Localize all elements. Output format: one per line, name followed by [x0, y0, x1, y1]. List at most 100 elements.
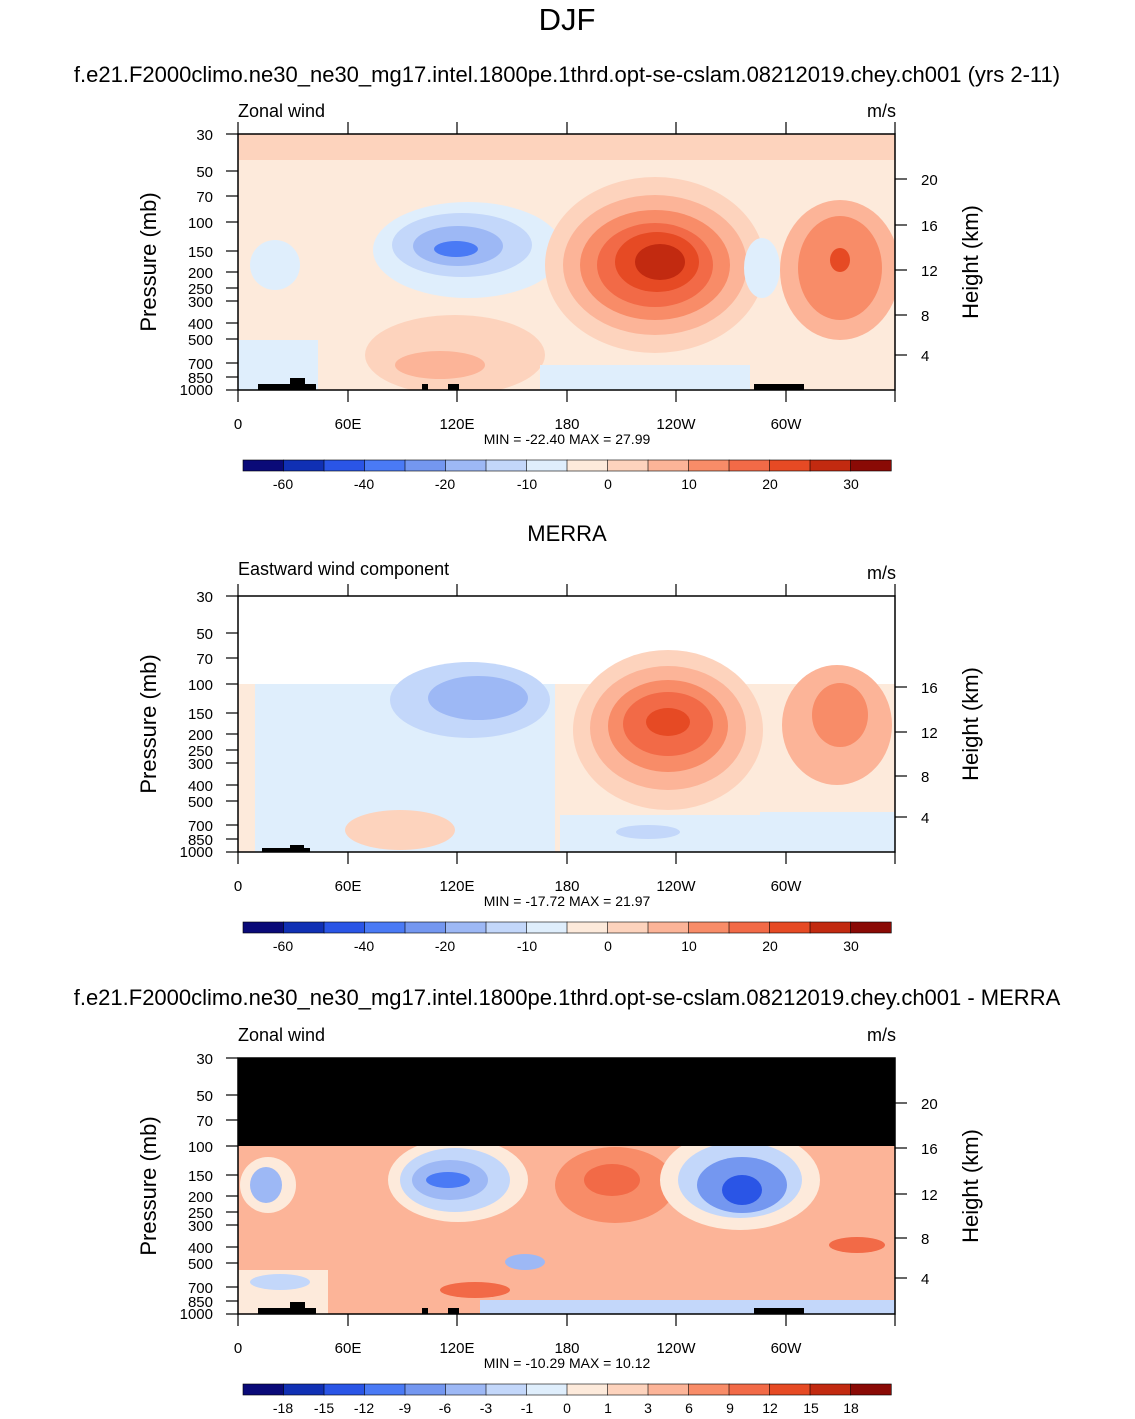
- x-tick-labels: 0 60E 120E 180 120W 60W: [234, 878, 802, 895]
- y-tick-label: 250: [188, 743, 213, 760]
- positive-jet-core: [584, 1164, 640, 1196]
- colorbar-labels: -60 -40 -20 -10 0 10 20 30: [273, 938, 859, 954]
- colorbar-swatch: [607, 1383, 649, 1396]
- x-tick-label: 120W: [656, 1340, 696, 1357]
- colorbar-label: -60: [273, 938, 293, 954]
- field-label: Eastward wind component: [238, 559, 449, 579]
- colorbar-label: -10: [517, 476, 537, 492]
- y-tick-label: 850: [188, 832, 213, 849]
- x-ticks: [237, 584, 896, 864]
- positive-jet-core: [646, 708, 690, 736]
- x-tick-label: 120W: [656, 416, 696, 433]
- colorbar-swatch: [688, 459, 730, 472]
- negative-jet-core: [616, 825, 680, 839]
- colorbar-label: 15: [803, 1400, 819, 1416]
- y-tick-label: 1000: [180, 1306, 213, 1323]
- colorbar: [242, 459, 892, 472]
- y-tick-label: 1000: [180, 382, 213, 399]
- height-tick-label: 12: [921, 725, 938, 742]
- colorbar-swatch: [850, 921, 892, 934]
- y-tick-label: 100: [188, 1139, 213, 1156]
- x-tick-label: 60W: [771, 1340, 803, 1357]
- colorbar-label: 20: [762, 938, 778, 954]
- missing-data-mask: [238, 1058, 895, 1146]
- surface-easterlies: [480, 1300, 895, 1314]
- y-tick-label: 150: [188, 244, 213, 261]
- negative-jet-core: [722, 1175, 762, 1205]
- panel-obs: MERRA Eastward wind component m/s: [136, 521, 983, 954]
- contour-field: [238, 596, 895, 852]
- y-tick-labels: 30 50 70 100 150 200 250 300 400 500 700…: [180, 1051, 213, 1323]
- colorbar-swatch: [323, 459, 366, 472]
- colorbar-swatch: [728, 1383, 771, 1396]
- colorbar-swatch: [404, 459, 447, 472]
- colorbar-swatch: [809, 921, 852, 934]
- y-tick-label: 500: [188, 1256, 213, 1273]
- y-tick-label: 70: [196, 651, 213, 668]
- colorbar-swatch: [769, 921, 811, 934]
- colorbar-swatch: [283, 921, 325, 934]
- colorbar-swatch: [647, 1383, 690, 1396]
- y-tick-labels: 30 50 70 100 150 200 250 300 400 500 700…: [180, 127, 213, 399]
- min-max-label: MIN = -10.29 MAX = 10.12: [484, 1355, 651, 1371]
- x-tick-label: 120E: [439, 878, 474, 895]
- y-tick-label: 50: [196, 626, 213, 643]
- y-tick-label: 100: [188, 677, 213, 694]
- colorbar-swatch: [850, 1383, 892, 1396]
- colorbar-label: -40: [354, 476, 374, 492]
- colorbar-swatch: [809, 459, 852, 472]
- units-label: m/s: [867, 1025, 896, 1045]
- panel-title: f.e21.F2000climo.ne30_ne30_mg17.intel.18…: [74, 62, 1060, 87]
- colorbar-swatch: [809, 1383, 852, 1396]
- colorbar-swatch: [364, 921, 406, 934]
- field-label: Zonal wind: [238, 101, 325, 121]
- topography-mask: [258, 378, 804, 390]
- y-tick-label: 300: [188, 756, 213, 773]
- colorbar-labels: -60 -40 -20 -10 0 10 20 30: [273, 476, 859, 492]
- height-axis-label: Height (km): [958, 1129, 983, 1243]
- y-tick-label: 50: [196, 1088, 213, 1105]
- colorbar-swatch: [404, 921, 447, 934]
- x-tick-label: 60E: [335, 878, 362, 895]
- height-tick-label: 20: [921, 1096, 938, 1113]
- x-tick-label: 120E: [439, 1340, 474, 1357]
- colorbar-swatch: [566, 459, 609, 472]
- colorbar-swatch: [526, 1383, 568, 1396]
- positive-jet-core: [345, 810, 455, 850]
- colorbar-label: 10: [681, 476, 697, 492]
- height-tick-label: 4: [921, 810, 929, 827]
- y-tick-label: 700: [188, 356, 213, 373]
- surface-easterlies: [760, 812, 895, 852]
- colorbar-label: -1: [521, 1400, 534, 1416]
- colorbar-label: 0: [604, 938, 612, 954]
- colorbar-swatch: [728, 459, 771, 472]
- y-tick-label: 70: [196, 189, 213, 206]
- colorbar-label: -60: [273, 476, 293, 492]
- y-tick-label: 200: [188, 727, 213, 744]
- x-tick-label: 60E: [335, 1340, 362, 1357]
- units-label: m/s: [867, 101, 896, 121]
- x-tick-label: 120W: [656, 878, 696, 895]
- height-tick-label: 4: [921, 348, 929, 365]
- colorbar-label: 18: [843, 1400, 859, 1416]
- colorbar-swatch: [850, 459, 892, 472]
- colorbar-swatch: [283, 459, 325, 472]
- colorbar-swatch: [364, 1383, 406, 1396]
- colorbar-label: -9: [399, 1400, 412, 1416]
- min-max-label: MIN = -17.72 MAX = 21.97: [484, 893, 651, 909]
- y-tick-label: 500: [188, 332, 213, 349]
- topography-mask: [258, 1302, 804, 1314]
- colorbar-label: -40: [354, 938, 374, 954]
- height-tick-label: 16: [921, 680, 938, 697]
- colorbar-swatch: [769, 459, 811, 472]
- x-tick-labels: 0 60E 120E 180 120W 60W: [234, 416, 802, 433]
- height-tick-label: 8: [921, 769, 929, 786]
- y-tick-labels: 30 50 70 100 150 200 250 300 400 500 700…: [180, 589, 213, 861]
- colorbar-label: 1: [604, 1400, 612, 1416]
- colorbar-swatch: [728, 921, 771, 934]
- y-tick-label: 1000: [180, 844, 213, 861]
- height-tick-label: 20: [921, 172, 938, 189]
- negative-jet-core: [426, 1172, 470, 1188]
- y-tick-label: 200: [188, 265, 213, 282]
- colorbar-label: -10: [517, 938, 537, 954]
